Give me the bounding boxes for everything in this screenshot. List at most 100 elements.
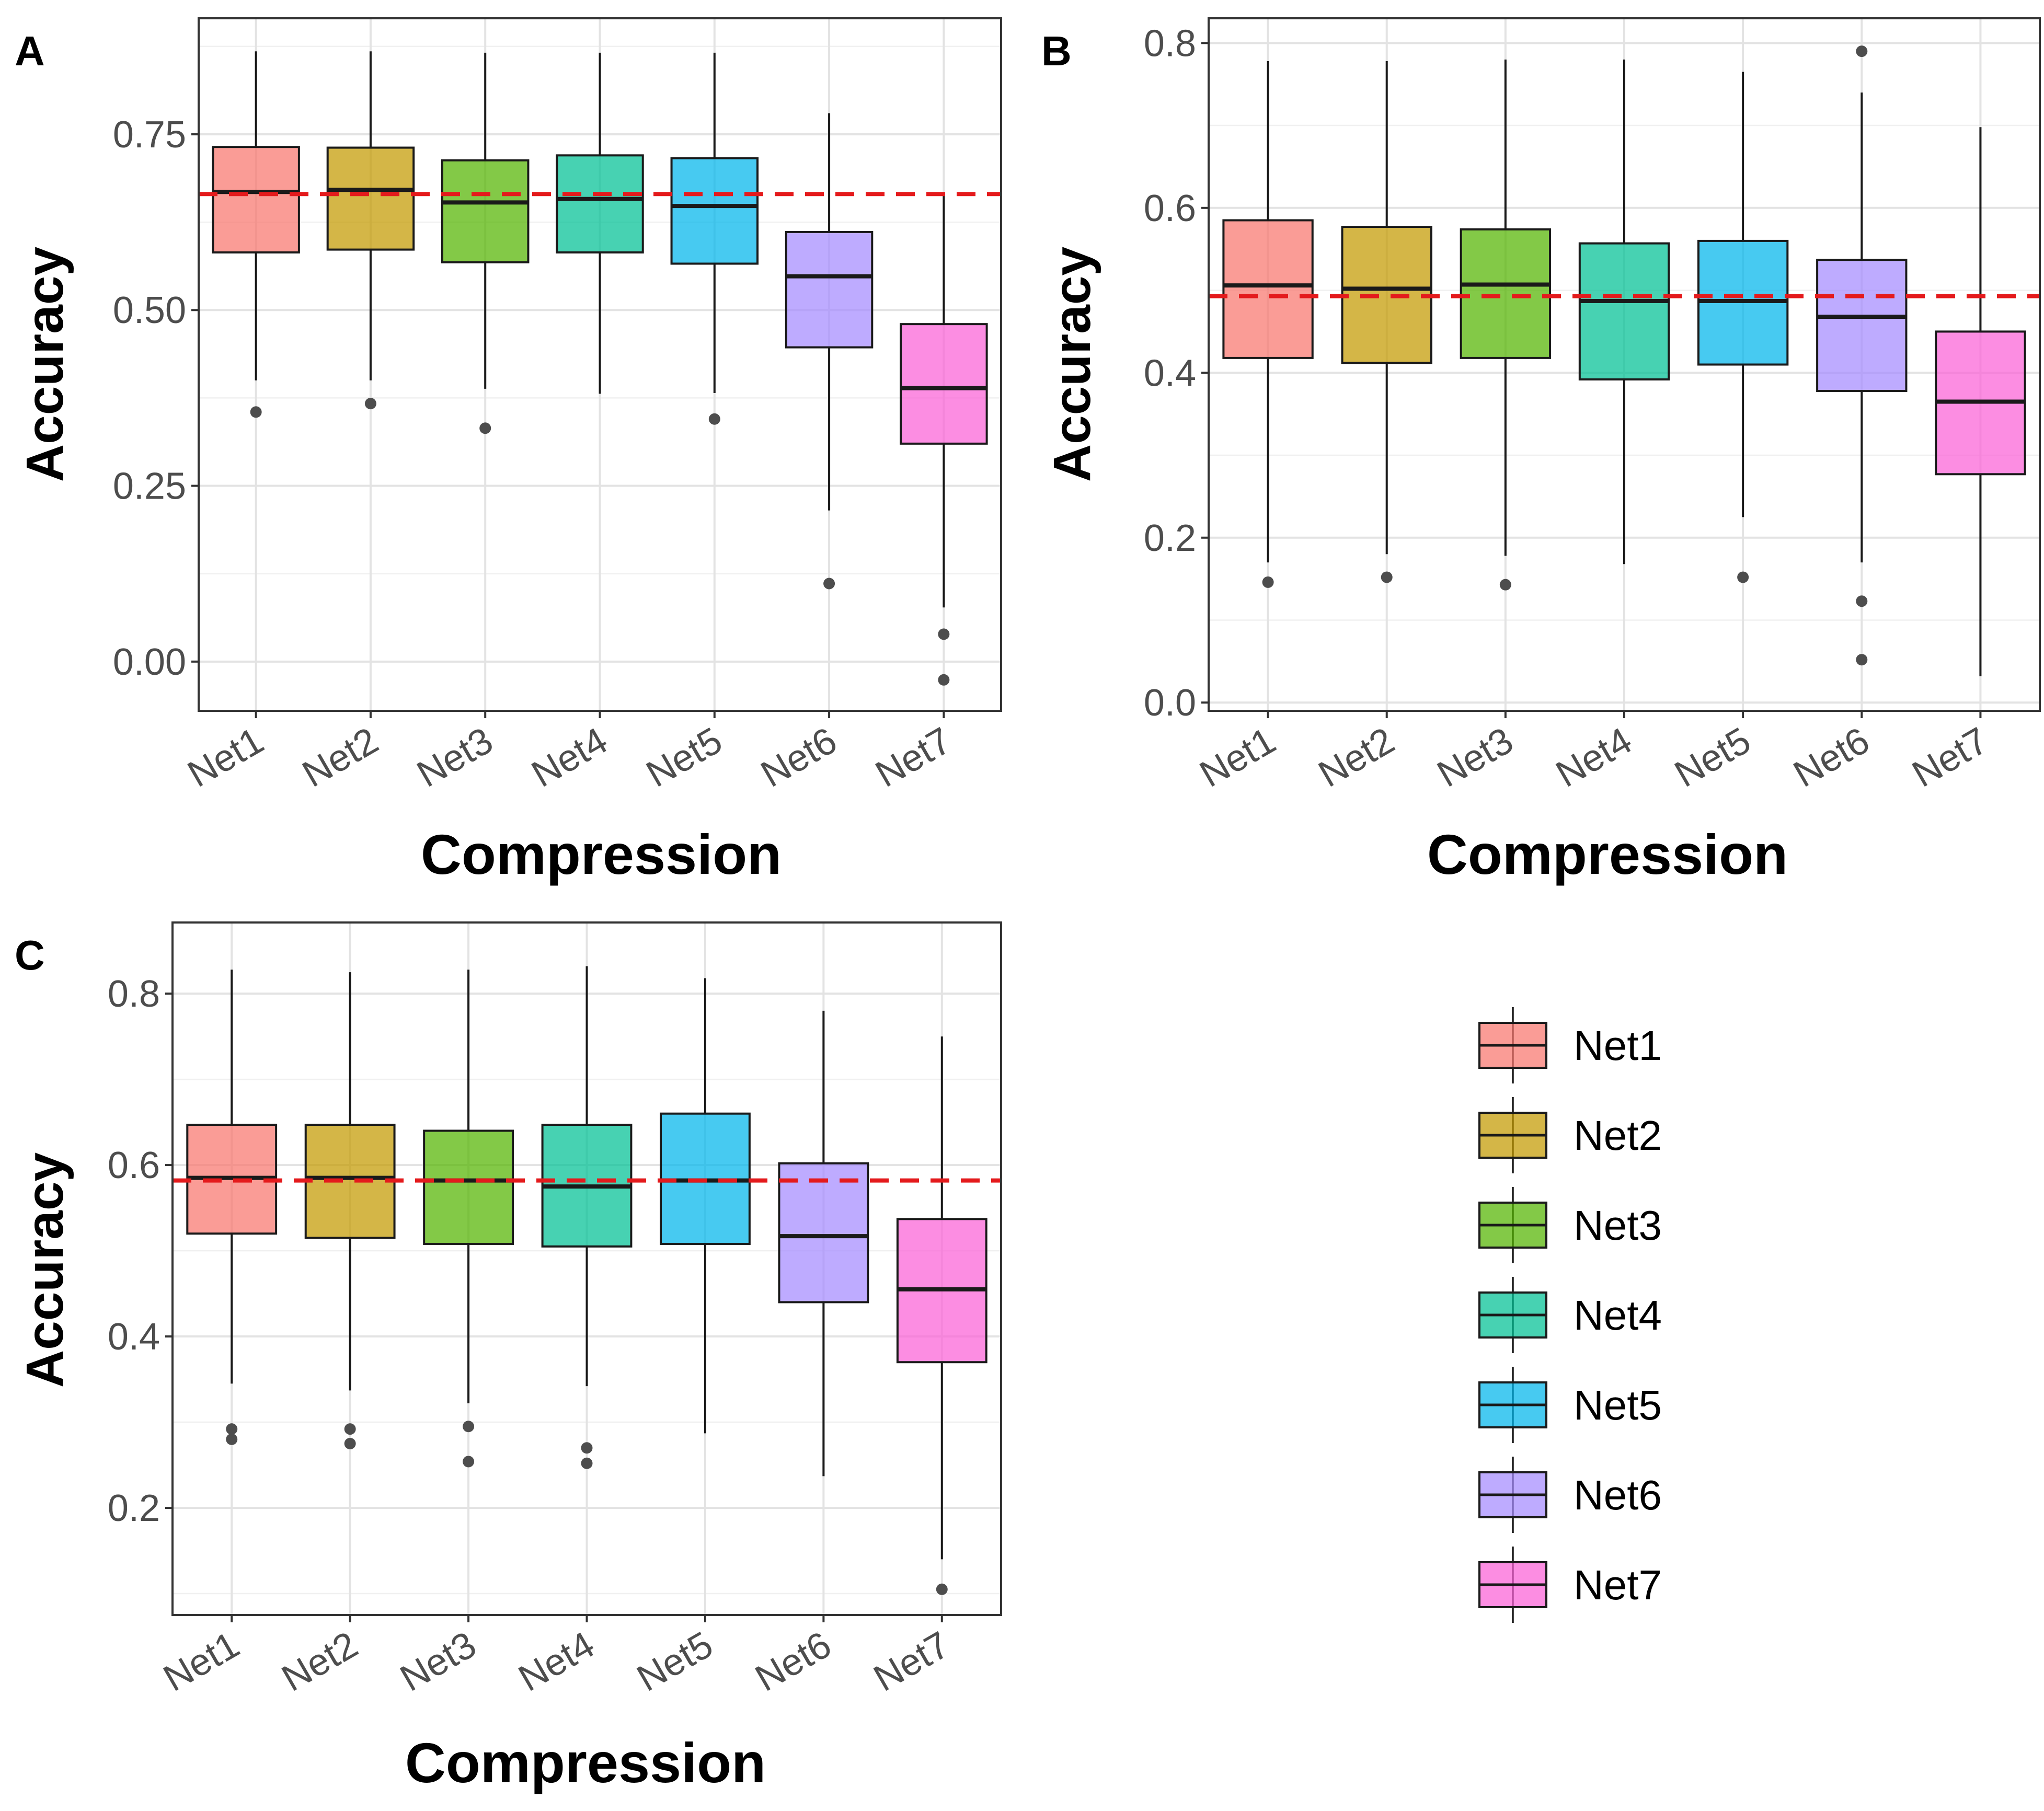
legend-item-Net3: Net3: [1478, 1187, 1662, 1263]
box-body: [900, 323, 988, 445]
outlier-point: [1856, 654, 1868, 666]
x-axis-title: Compression: [421, 823, 782, 886]
y-tick-label: 0.8: [108, 973, 160, 1015]
y-axis: 0.2 0.4 0.6 0.8: [108, 973, 173, 1529]
box-body: [556, 154, 644, 253]
x-tick-label: Net2: [295, 720, 385, 795]
x-tick-label: Net7: [869, 720, 959, 795]
legend-label: Net4: [1574, 1292, 1662, 1339]
outlier-point: [250, 406, 262, 418]
y-axis: 0.00 0.25 0.50 0.75: [113, 114, 199, 683]
box-body: [778, 1162, 869, 1304]
outlier-point: [936, 1583, 948, 1595]
box-Net4: [541, 966, 633, 1469]
box-body: [1816, 259, 1908, 392]
legend-label: Net2: [1574, 1112, 1662, 1159]
panel-A: 0.00 0.25 0.50 0.75 Net1 Net2 Net3 Net4 Net5 Net6…: [15, 17, 1002, 886]
outlier-point: [1737, 571, 1749, 583]
x-tick-label: Net6: [1787, 720, 1877, 795]
outlier-point: [344, 1423, 356, 1435]
box-Net7: [896, 1036, 987, 1595]
x-tick-label: Net1: [156, 1624, 246, 1700]
box-Net4: [556, 52, 644, 394]
x-tick-label: Net5: [630, 1624, 720, 1700]
x-tick-label: Net6: [754, 720, 844, 795]
box-Net3: [423, 970, 514, 1468]
legend-label: Net5: [1574, 1382, 1662, 1428]
x-tick-label: Net6: [749, 1624, 839, 1700]
outlier-point: [1856, 45, 1868, 57]
panel-label: B: [1041, 28, 1072, 74]
outlier-point: [1262, 576, 1274, 588]
x-tick-label: Net5: [639, 720, 729, 795]
outlier-point: [463, 1421, 475, 1433]
legend: Net1 Net2 Net3 Net4 Net5 Net6 Net7: [1478, 1007, 1662, 1623]
box-body: [670, 157, 759, 265]
y-tick-label: 0.25: [113, 466, 186, 507]
x-tick-label: Net1: [181, 720, 271, 795]
y-axis-title: Accuracy: [16, 1152, 74, 1388]
y-tick-label: 0.4: [108, 1316, 160, 1358]
x-tick-label: Net5: [1668, 720, 1758, 795]
y-tick-label: 0.6: [108, 1145, 160, 1186]
box-body: [326, 146, 415, 251]
outlier-point: [708, 413, 720, 425]
box-body: [423, 1129, 514, 1245]
box-Net2: [326, 51, 415, 410]
panel-C: 0.2 0.4 0.6 0.8 Net1 Net2 Net3 Net4 Net5 Net6 Net7…: [15, 921, 1002, 1794]
outlier-point: [463, 1456, 475, 1468]
x-tick-label: Net3: [410, 720, 500, 795]
box-Net7: [1935, 127, 2026, 676]
y-tick-label: 0.2: [1144, 517, 1196, 559]
x-tick-label: Net4: [525, 720, 615, 795]
box-Net6: [778, 1010, 869, 1477]
box-body: [304, 1124, 396, 1239]
x-tick-label: Net3: [1430, 720, 1520, 795]
y-tick-label: 0.6: [1144, 188, 1196, 229]
y-tick-label: 0.50: [113, 290, 186, 331]
box-body: [1341, 226, 1432, 364]
y-tick-label: 0.00: [113, 641, 186, 683]
legend-item-Net7: Net7: [1478, 1547, 1662, 1623]
box-Net1: [1222, 61, 1314, 588]
legend-item-Net1: Net1: [1478, 1007, 1662, 1083]
x-axis: Net1 Net2 Net3 Net4 Net5 Net6 Net7: [156, 1615, 957, 1700]
x-axis-title: Compression: [1427, 823, 1788, 886]
boxes: [1222, 45, 2026, 676]
legend-item-Net2: Net2: [1478, 1097, 1662, 1173]
outlier-point: [344, 1438, 356, 1450]
box-body: [1460, 228, 1552, 359]
panel-label: A: [15, 28, 45, 74]
panels: 0.00 0.25 0.50 0.75 Net1 Net2 Net3 Net4 Net5 Net6…: [15, 17, 2041, 1794]
outlier-point: [938, 674, 950, 686]
box-Net7: [900, 194, 988, 686]
legend-label: Net1: [1574, 1022, 1662, 1069]
x-axis: Net1 Net2 Net3 Net4 Net5 Net6 Net7: [1193, 711, 1995, 795]
outlier-point: [1856, 595, 1868, 607]
box-Net1: [212, 51, 300, 418]
legend-item-Net6: Net6: [1478, 1457, 1662, 1533]
box-Net3: [441, 52, 530, 434]
box-Net3: [1460, 59, 1552, 591]
y-axis-title: Accuracy: [16, 246, 74, 482]
y-tick-label: 0.0: [1144, 682, 1196, 724]
box-body: [1578, 242, 1670, 380]
boxes: [212, 51, 988, 686]
outlier-point: [226, 1423, 238, 1435]
legend-item-Net4: Net4: [1478, 1277, 1662, 1353]
box-Net2: [304, 972, 396, 1450]
box-Net6: [785, 113, 874, 590]
x-tick-label: Net3: [393, 1624, 483, 1700]
outlier-point: [581, 1442, 593, 1454]
box-body: [212, 146, 300, 253]
x-tick-label: Net7: [867, 1624, 957, 1700]
y-tick-label: 0.75: [113, 114, 186, 156]
y-tick-label: 0.2: [108, 1487, 160, 1529]
x-tick-label: Net2: [1312, 720, 1402, 795]
outlier-point: [1499, 579, 1511, 591]
box-Net2: [1341, 61, 1432, 583]
box-Net6: [1816, 45, 1908, 666]
x-axis-title: Compression: [405, 1731, 766, 1794]
